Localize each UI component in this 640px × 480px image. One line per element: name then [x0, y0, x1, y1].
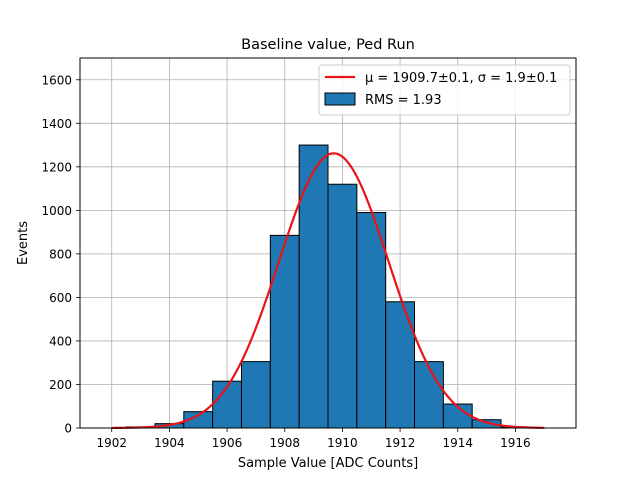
histogram-bars	[125, 144, 531, 429]
chart-title: Baseline value, Ped Run	[241, 37, 415, 53]
y-tick-label: 1600	[41, 73, 72, 87]
y-tick-label: 600	[49, 291, 72, 305]
histogram-bar	[240, 361, 271, 429]
y-tick-label: 1200	[41, 160, 72, 174]
histogram-bar	[327, 183, 358, 429]
y-tick-label: 0	[64, 422, 72, 436]
x-tick-label: 1908	[269, 436, 300, 450]
fit-curve-group	[111, 152, 545, 430]
x-tick-label: 1910	[327, 436, 358, 450]
gaussian-fit-curve	[111, 152, 545, 430]
y-tick-label: 800	[49, 247, 72, 261]
x-axis-ticks: 1902 1904 1906 1908 1910 1912 1914 1916	[96, 428, 531, 450]
y-tick-label: 400	[49, 334, 72, 348]
y-tick-label: 1000	[41, 204, 72, 218]
x-tick-label: 1902	[96, 436, 127, 450]
histogram-bar	[414, 361, 444, 429]
legend-histogram-swatch	[324, 92, 356, 106]
legend: μ = 1909.7±0.1, σ = 1.9±0.1 RMS = 1.93	[318, 64, 571, 116]
histogram-bar	[298, 144, 329, 429]
legend-box	[318, 64, 571, 116]
x-tick-label: 1904	[154, 436, 185, 450]
plot-frame	[79, 57, 577, 429]
y-tick-label: 1400	[41, 117, 72, 131]
histogram-bar	[356, 212, 387, 429]
legend-fit-label: μ = 1909.7±0.1, σ = 1.9±0.1	[365, 71, 557, 86]
x-tick-label: 1916	[500, 436, 531, 450]
histogram-bar	[385, 301, 416, 429]
y-tick-label: 200	[49, 378, 72, 392]
x-tick-label: 1906	[212, 436, 243, 450]
y-axis-ticks: 0 200 400 600 800 1000 1200 1400 1600	[41, 73, 80, 436]
histogram-bar	[269, 234, 300, 429]
x-tick-label: 1912	[385, 436, 416, 450]
y-axis-label: Events	[16, 221, 31, 265]
x-axis-label: Sample Value [ADC Counts]	[238, 456, 418, 471]
x-tick-label: 1914	[442, 436, 473, 450]
legend-histogram-label: RMS = 1.93	[365, 93, 442, 108]
